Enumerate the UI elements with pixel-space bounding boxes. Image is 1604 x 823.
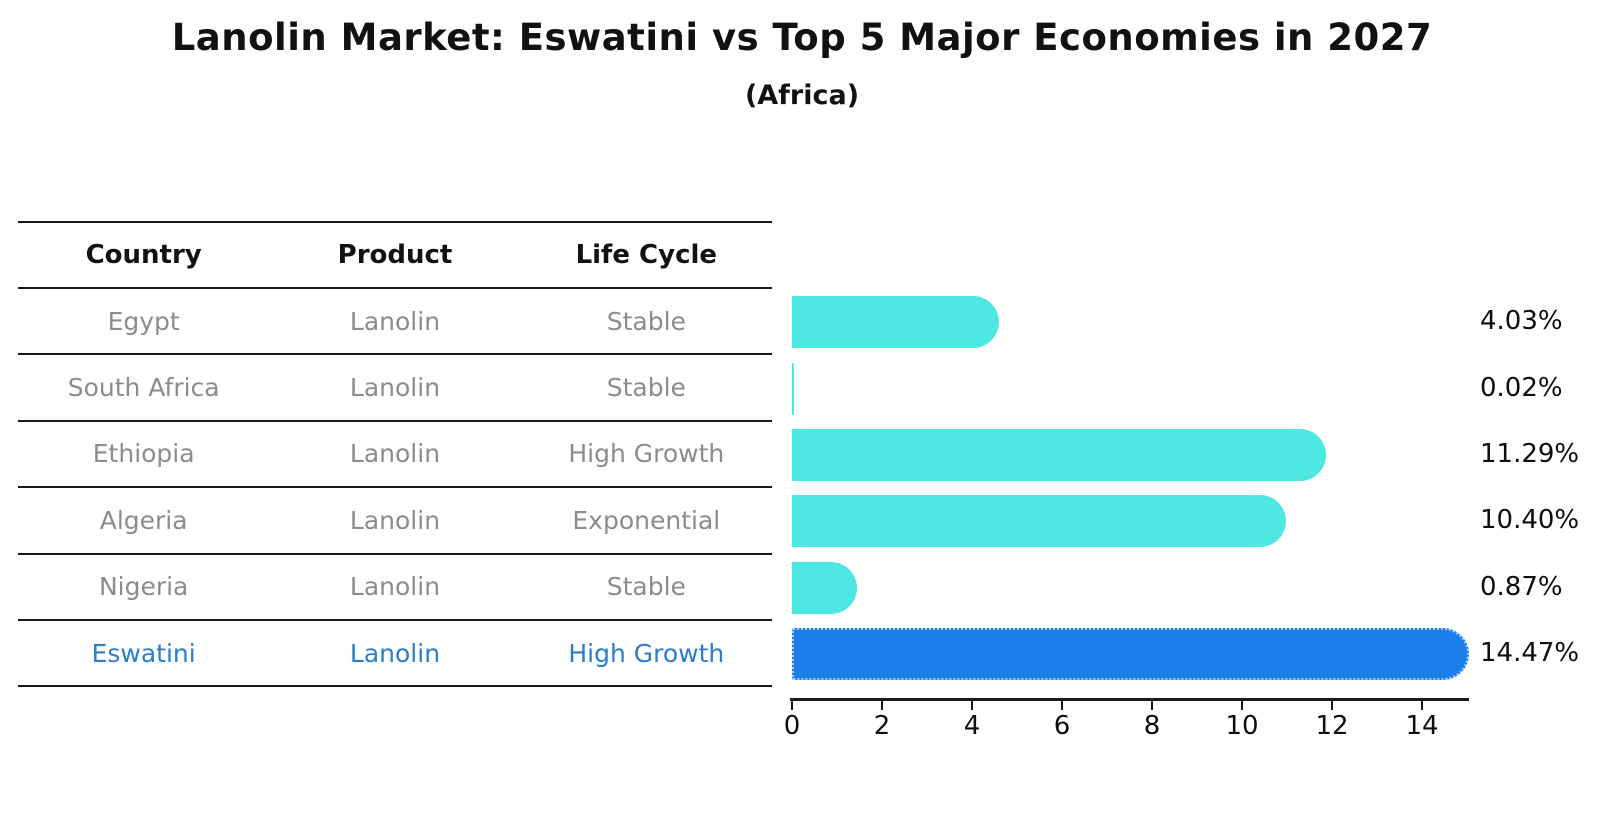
table-cell-life-cycle: Exponential [572,505,721,535]
table-row-eswatini: Eswatini Lanolin High Growth [18,621,772,688]
table-cell-life-cycle: High Growth [568,439,725,469]
x-tick-label-4: 4 [963,711,981,741]
chart-subtitle: (Africa) [744,80,860,111]
table-cell-country: Eswatini [91,638,196,668]
table-cell-life-cycle: Stable [606,306,686,336]
table-cell-life-cycle: Stable [606,572,686,602]
x-tick-mark-2 [881,701,883,710]
bar-egypt [792,296,1000,349]
bar-ethiopia [792,429,1327,481]
value-label-ethiopia: 11.29% [1480,439,1580,469]
table-cell-product: Lanolin [349,373,441,403]
value-label-egypt: 4.03% [1480,306,1563,337]
x-tick-mark-10 [1241,701,1243,710]
x-axis-line [790,698,1469,701]
bar-nigeria [792,561,858,614]
table-cell-product: Lanolin [349,572,441,602]
table-cell-country: South Africa [67,373,220,403]
table-cell-life-cycle: Stable [606,373,686,403]
chart-title: Lanolin Market: Eswatini vs Top 5 Major … [171,16,1433,59]
table-cell-country: Ethiopia [92,439,195,469]
x-tick-label-8: 8 [1143,711,1161,741]
table-cell-product: Lanolin [349,638,441,668]
table-cell-country: Nigeria [98,572,189,602]
table-row-egypt: Egypt Lanolin Stable [18,289,772,356]
value-label-eswatini: 14.47% [1480,638,1580,669]
table-row-algeria: Algeria Lanolin Exponential [18,488,772,555]
bar-south-africa [792,362,794,415]
x-tick-mark-8 [1151,701,1153,710]
value-label-south-africa: 0.02% [1480,372,1563,403]
column-header-life-cycle: Life Cycle [575,240,718,270]
table-body: Egypt Lanolin Stable South Africa Lanolin Sta… [18,289,772,688]
table-cell-country: Algeria [99,505,188,535]
value-label-algeria: 10.40% [1480,505,1580,536]
column-header-country: Country [85,240,202,270]
country-table: Country Product Life Cycle Egypt Lanolin S… [18,221,772,688]
bar-eswatini [792,628,1470,681]
x-tick-label-14: 14 [1405,711,1439,741]
x-tick-mark-4 [971,701,973,710]
x-tick-mark-6 [1061,701,1063,710]
x-tick-label-6: 6 [1053,711,1071,741]
table-cell-product: Lanolin [349,439,441,469]
table-header-row: Country Product Life Cycle [18,223,772,289]
column-header-product: Product [337,240,453,270]
table-cell-country: Egypt [107,306,180,336]
table-cell-product: Lanolin [349,505,441,535]
x-tick-mark-14 [1421,701,1423,710]
x-tick-mark-0 [791,701,793,710]
value-label-nigeria: 0.87% [1480,571,1563,602]
table-cell-life-cycle: High Growth [568,638,725,668]
x-tick-label-2: 2 [873,711,891,741]
x-tick-label-0: 0 [783,711,801,741]
x-tick-label-10: 10 [1225,711,1259,741]
bar-algeria [792,495,1286,548]
x-tick-label-12: 12 [1315,711,1349,741]
table-row-south-africa: South Africa Lanolin Stable [18,355,772,422]
table-row-ethiopia: Ethiopia Lanolin High Growth [18,422,772,489]
table-row-nigeria: Nigeria Lanolin Stable [18,555,772,621]
table-cell-product: Lanolin [349,306,441,336]
x-tick-mark-12 [1331,701,1333,710]
